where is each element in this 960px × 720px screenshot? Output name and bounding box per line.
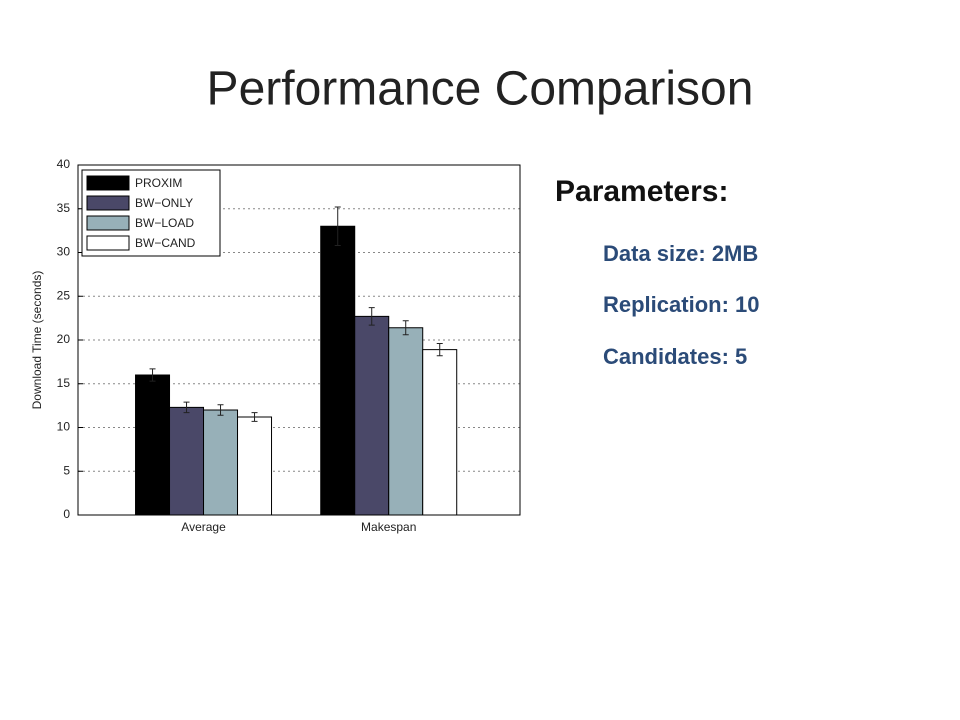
error-bar (436, 343, 443, 357)
x-tick-label: Makespan (361, 520, 416, 534)
error-bar (183, 401, 190, 414)
error-bar (149, 368, 156, 382)
bar (135, 374, 171, 516)
legend-label: BW−ONLY (135, 196, 193, 210)
y-tick-label: 40 (57, 157, 71, 171)
bar (237, 416, 273, 516)
bar (388, 327, 424, 516)
y-tick-label: 35 (57, 201, 71, 215)
bar (422, 349, 458, 516)
y-tick-label: 25 (57, 288, 71, 302)
chart: 0 5 10 15 20 25 30 35 40 Download Time (seconds) A… (30, 157, 521, 534)
plot-frame (77, 164, 521, 516)
error-bar (402, 320, 409, 336)
legend-swatch (86, 235, 130, 251)
bar (203, 409, 239, 516)
error-bar (368, 307, 375, 326)
x-tick-label: Average (181, 520, 226, 534)
slide-title: Performance Comparison (207, 63, 754, 116)
legend-label: BW−CAND (135, 236, 196, 250)
legend-swatch (86, 215, 130, 231)
legend-swatch (86, 195, 130, 211)
y-tick-label: 15 (57, 376, 71, 390)
y-tick-label: 0 (63, 507, 70, 521)
y-tick-label: 20 (57, 332, 71, 346)
y-tick-label: 10 (57, 420, 71, 434)
parameters-heading: Parameters: (555, 175, 728, 208)
y-axis-label: Download Time (seconds) (30, 271, 44, 410)
bar (354, 315, 390, 516)
bar (320, 225, 356, 516)
legend-label: BW−LOAD (135, 216, 194, 230)
legend-swatch (86, 175, 130, 191)
error-bar (334, 206, 341, 246)
bar (169, 406, 205, 516)
legend-label: PROXIM (135, 176, 182, 190)
y-tick-label: 30 (57, 245, 71, 259)
parameter: Replication: 10 (603, 292, 759, 317)
error-bar (251, 412, 258, 422)
parameter: Data size: 2MB (603, 241, 758, 266)
parameter: Candidates: 5 (603, 344, 747, 369)
error-bar (217, 404, 224, 416)
y-tick-label: 5 (63, 463, 70, 477)
